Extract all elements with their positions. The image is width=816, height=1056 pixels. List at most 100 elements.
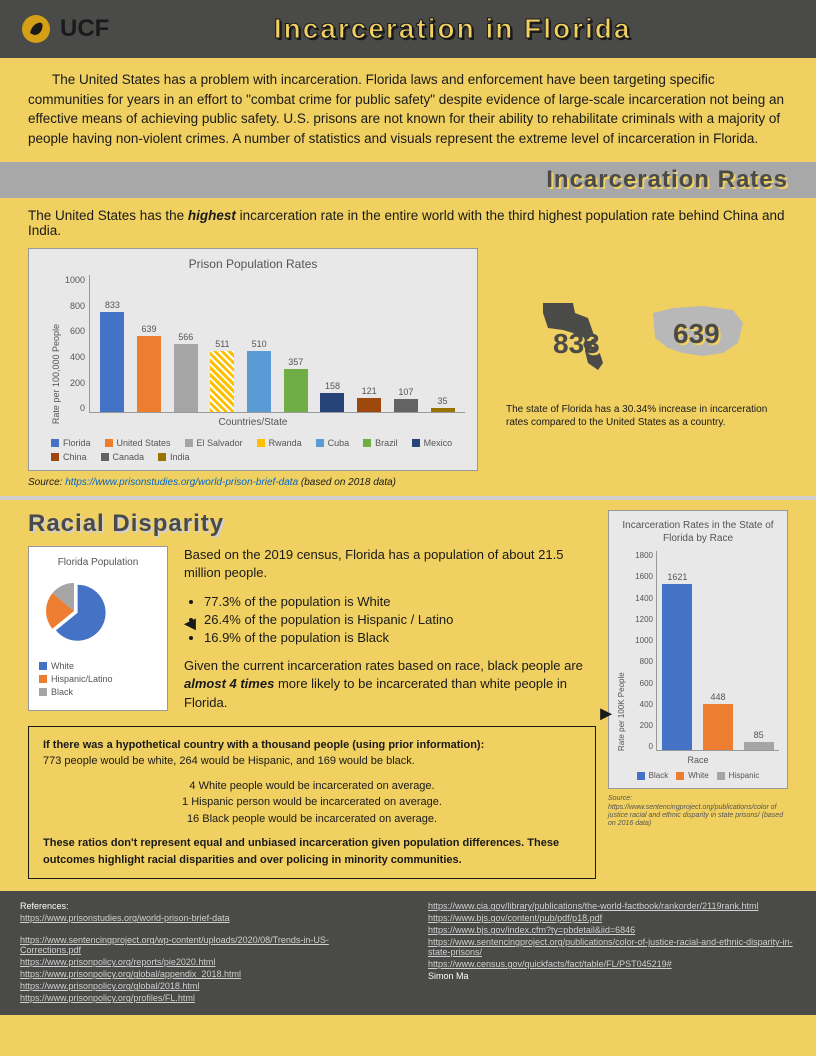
race-legend-item: Black [637,771,669,780]
bullet-item: 26.4% of the population is Hispanic / La… [204,611,596,629]
race-bar-black: 1621 [659,572,695,751]
ref-link[interactable]: https://www.cia.gov/library/publications… [428,901,796,911]
disparity-bullets: 77.3% of the population is White26.4% of… [204,593,596,648]
race-y-label: Rate per 100K People [617,551,626,751]
hypo-line1: 773 people would be white, 264 would be … [43,755,415,767]
references-section: References: https://www.prisonstudies.or… [0,891,816,1015]
bars-area: 833639566511510357158 121 107 35 [89,275,465,413]
pie-chart [39,576,109,646]
disparity-section: Racial Disparity Florida Population Whit… [0,500,816,891]
bar-el-salvador: 566 [171,332,201,412]
race-bar-hispanic: 85 [741,730,777,751]
bullet-item: 16.9% of the population is Black [204,629,596,647]
header-bar: UCF Incarceration in Florida [0,0,816,58]
disparity-conclusion: Given the current incarceration rates ba… [184,657,596,712]
bar-rwanda: 511 [207,339,237,412]
arrow-right-icon: ► [596,700,616,728]
legend-item: China [51,452,87,462]
ref-link[interactable]: https://www.prisonstudies.org/world-pris… [20,913,388,923]
maps-row: 833 639 [498,288,788,383]
y-axis: 10008006004002000 [41,275,89,413]
disparity-text: Based on the 2019 census, Florida has a … [184,546,596,712]
bar-florida: 833 [97,300,127,412]
refs-label: References: [20,901,388,911]
bar-mexico: 158 [317,381,347,412]
disparity-title: Racial Disparity [28,510,596,538]
legend-item: Florida [51,438,91,448]
refs-col-1: References: https://www.prisonstudies.or… [20,901,388,1005]
legend-item: Cuba [316,438,350,448]
rates-source: Source: https://www.prisonstudies.org/wo… [28,477,788,488]
bar-brazil: 357 [281,357,311,412]
legend-item: Canada [101,452,145,462]
hypo-concl: These ratios don't represent equal and u… [43,837,559,866]
race-y-axis: 180016001400120010008006004002000 [626,551,656,751]
florida-map: 833 [533,288,623,383]
race-legend-item: White [676,771,708,780]
ref-link[interactable]: https://www.prisonpolicy.org/global/appe… [20,969,388,979]
race-bar-white: 448 [700,692,736,750]
ref-link[interactable]: https://www.census.gov/quickfacts/fact/t… [428,959,796,969]
ref-link[interactable]: https://www.prisonpolicy.org/global/2018… [20,981,388,991]
ref-link[interactable]: https://www.bjs.gov/index.cfm?ty=pbdetai… [428,925,796,935]
hypo-avg3: 16 Black people would be incarcerated on… [187,813,437,825]
us-number: 639 [673,318,720,350]
pie-chart-box: Florida Population White Hispanic/Latino B… [28,546,168,711]
hypo-avg2: 1 Hispanic person would be incarcerated … [182,796,442,808]
rates-section: The United States has the highest incarc… [0,198,816,496]
pie-legend-item: White [39,661,157,671]
legend-item: United States [105,438,171,448]
ref-link[interactable]: https://www.bjs.gov/content/pub/pdf/p18.… [428,913,796,923]
x-axis-label: Countries/State [41,417,465,428]
disparity-intro: Based on the 2019 census, Florida has a … [184,546,596,582]
legend-item: India [158,452,190,462]
main-title: Incarceration in Florida [109,13,796,45]
refs-col-2: https://www.cia.gov/library/publications… [428,901,796,1005]
ref-link[interactable]: https://www.sentencingproject.org/public… [428,937,796,957]
y-axis-label: Rate per 100,000 People [51,324,61,424]
refs-author: Simon Ma [428,971,796,981]
intro-section: The United States has a problem with inc… [0,58,816,162]
chart-legend: FloridaUnited StatesEl SalvadorRwandaCub… [41,438,465,462]
ref-link[interactable]: https://www.sentencingproject.org/wp-con… [20,935,388,955]
hypo-avg1: 4 White people would be incarcerated on … [189,780,434,792]
hypo-intro: If there was a hypothetical country with… [43,739,484,751]
arrow-left-icon: ◄ [180,610,200,638]
race-legend: Black White Hispanic [617,771,779,780]
prison-rates-chart: Prison Population Rates Rate per 100,000… [28,248,478,471]
intro-text: The United States has a problem with inc… [28,70,788,148]
legend-item: El Salvador [185,438,243,448]
pie-title: Florida Population [39,557,157,568]
logo-text: UCF [60,15,109,43]
bullet-item: 77.3% of the population is White [204,593,596,611]
bar-china: 121 [354,386,384,413]
ref-link[interactable]: https://www.prisonpolicy.org/profiles/FL… [20,993,388,1003]
rates-source-link[interactable]: https://www.prisonstudies.org/world-pris… [65,477,298,488]
rates-content: Prison Population Rates Rate per 100,000… [28,248,788,471]
map-caption: The state of Florida has a 30.34% increa… [498,403,788,429]
pie-legend-item: Black [39,687,157,697]
pie-legend-item: Hispanic/Latino [39,674,157,684]
hypothetical-box: If there was a hypothetical country with… [28,726,596,880]
logo: UCF [20,13,109,45]
bar-canada: 107 [391,387,421,412]
bar-cuba: 510 [244,339,274,412]
ucf-pegasus-icon [20,13,52,45]
us-map: 639 [643,298,753,373]
race-legend-item: Hispanic [717,771,760,780]
pie-legend: White Hispanic/Latino Black [39,661,157,697]
ref-link[interactable]: https://www.prisonpolicy.org/reports/pie… [20,957,388,967]
florida-number: 833 [553,328,600,360]
rates-section-header: Incarceration Rates [0,162,816,198]
race-x-label: Race [617,755,779,765]
race-chart-box: Incarceration Rates in the State of Flor… [608,510,788,789]
race-bars: 162144885 [656,551,779,751]
rates-title: Incarceration Rates [546,166,788,193]
bar-india: 35 [428,396,458,412]
rates-intro: The United States has the highest incarc… [28,208,788,238]
bar-united-states: 639 [134,324,164,413]
legend-item: Brazil [363,438,398,448]
race-chart-source: Source: https://www.sentencingproject.or… [608,795,788,829]
legend-item: Mexico [412,438,453,448]
map-side: 833 639 The state of Florida has a 30.34… [498,248,788,429]
